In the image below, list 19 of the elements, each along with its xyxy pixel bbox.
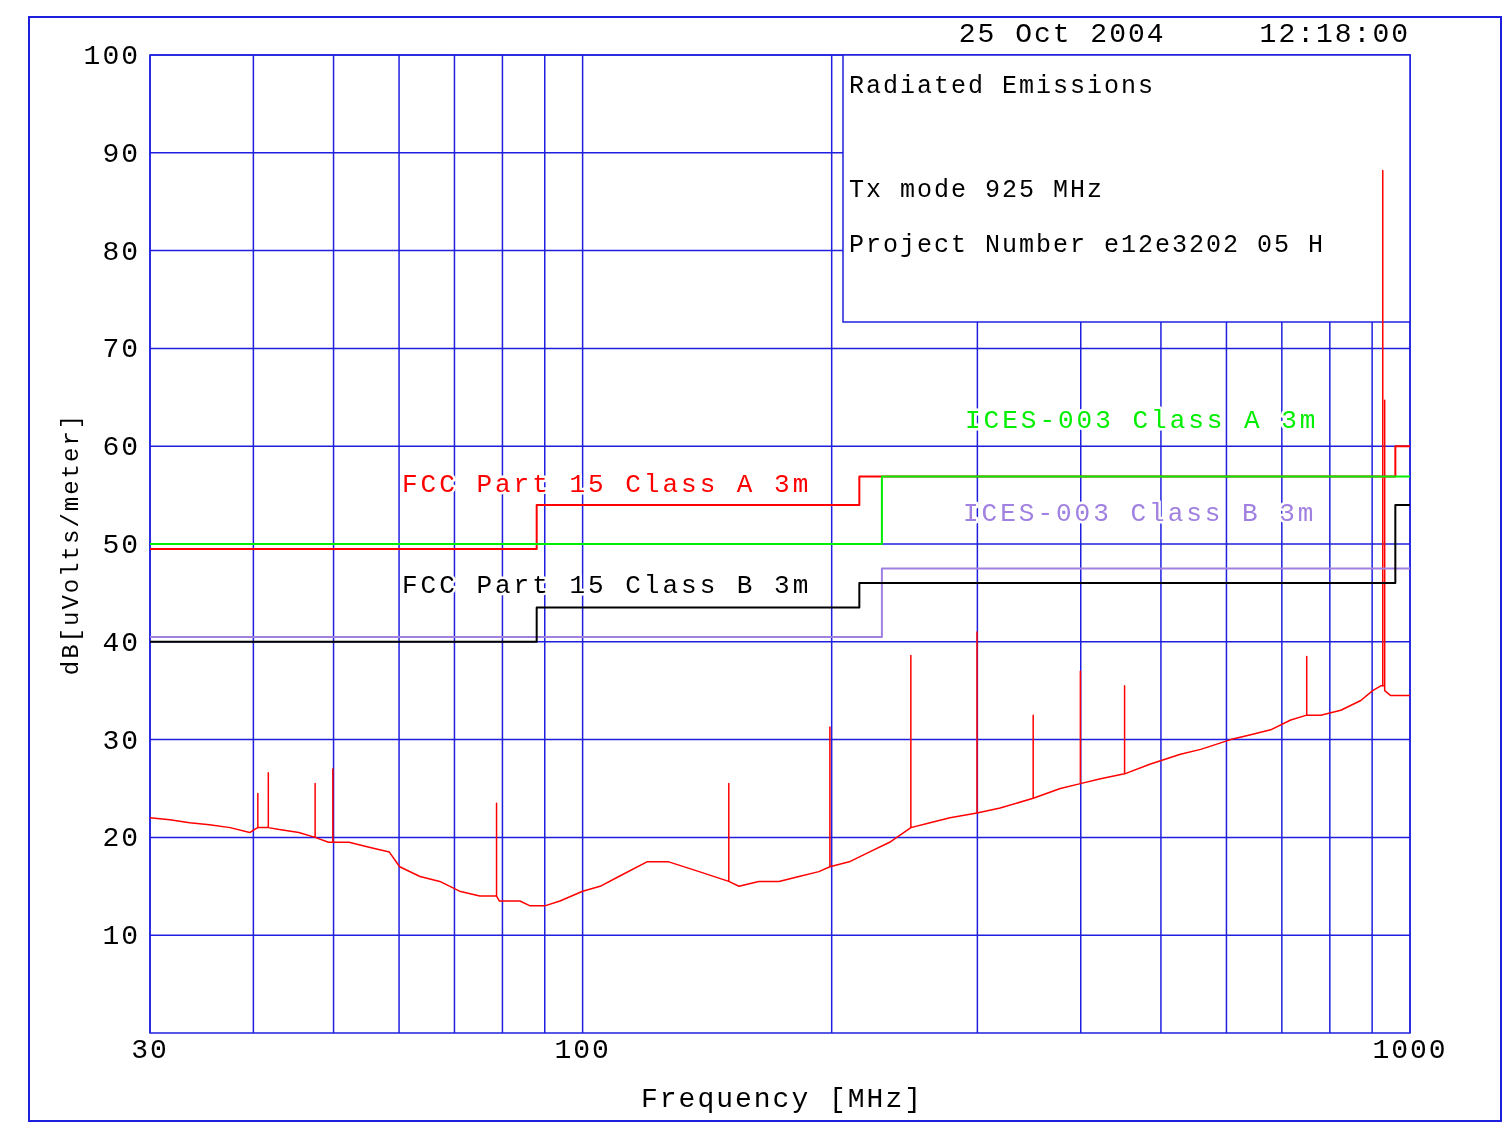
annotation: Tx mode 925 MHz: [849, 176, 1105, 205]
x-tick-label: 1000: [1372, 1035, 1448, 1066]
y-axis-title: dB[uVolts/meter]: [58, 412, 85, 676]
y-tick-label: 60: [102, 432, 140, 464]
y-tick-label: 30: [102, 725, 140, 757]
x-axis-title: Frequency [MHz]: [640, 1084, 924, 1115]
text: 25 Oct 2004 12:18:00: [958, 19, 1410, 50]
x-tick-label: 30: [131, 1035, 169, 1066]
y-tick-label: 40: [102, 627, 140, 659]
y-tick-label: 50: [102, 530, 140, 561]
y-tick-label: 70: [102, 334, 140, 366]
y-tick-label: 80: [102, 236, 140, 268]
y-tick-label: 20: [102, 823, 140, 855]
annotation: Project Number e12e3202 05 H: [849, 231, 1326, 260]
y-tick-label: 10: [102, 921, 140, 953]
y-tick-label: 100: [83, 41, 140, 72]
x-tick-label: 100: [554, 1035, 611, 1066]
y-tick-label: 90: [102, 138, 140, 170]
text: Radiated Emissions: [849, 72, 1156, 101]
